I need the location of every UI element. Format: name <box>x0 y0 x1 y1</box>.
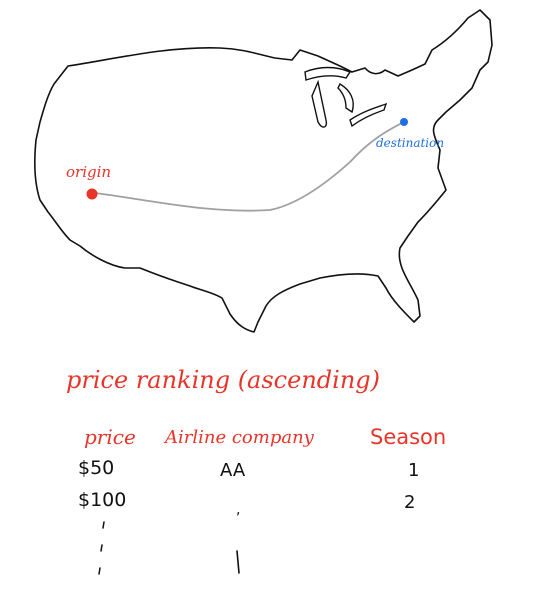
lake-michigan <box>311 79 328 128</box>
ranking-title: price ranking (ascending) <box>66 366 380 394</box>
flight-route <box>94 121 405 212</box>
airline-continuation-mark <box>236 550 240 574</box>
price-continuation-marks <box>98 521 105 575</box>
origin-marker <box>86 188 98 200</box>
row-2-airline: , <box>236 502 240 518</box>
lake-superior <box>304 66 352 81</box>
origin-label: origin <box>66 163 111 181</box>
destination-marker <box>400 118 408 126</box>
row-1-airline: AA <box>220 460 246 481</box>
airline-header: Airline company <box>163 427 315 448</box>
price-header: price <box>84 425 136 449</box>
row-2-season: 2 <box>404 492 415 513</box>
season-header: Season <box>370 425 446 449</box>
lake-erie <box>349 102 388 128</box>
destination-label: destination <box>376 136 444 150</box>
lake-huron <box>337 83 354 114</box>
row-1-season: 1 <box>408 460 419 481</box>
row-1-price: $50 <box>78 457 114 479</box>
row-2-price: $100 <box>78 489 126 511</box>
usa-map-outline <box>34 9 493 333</box>
